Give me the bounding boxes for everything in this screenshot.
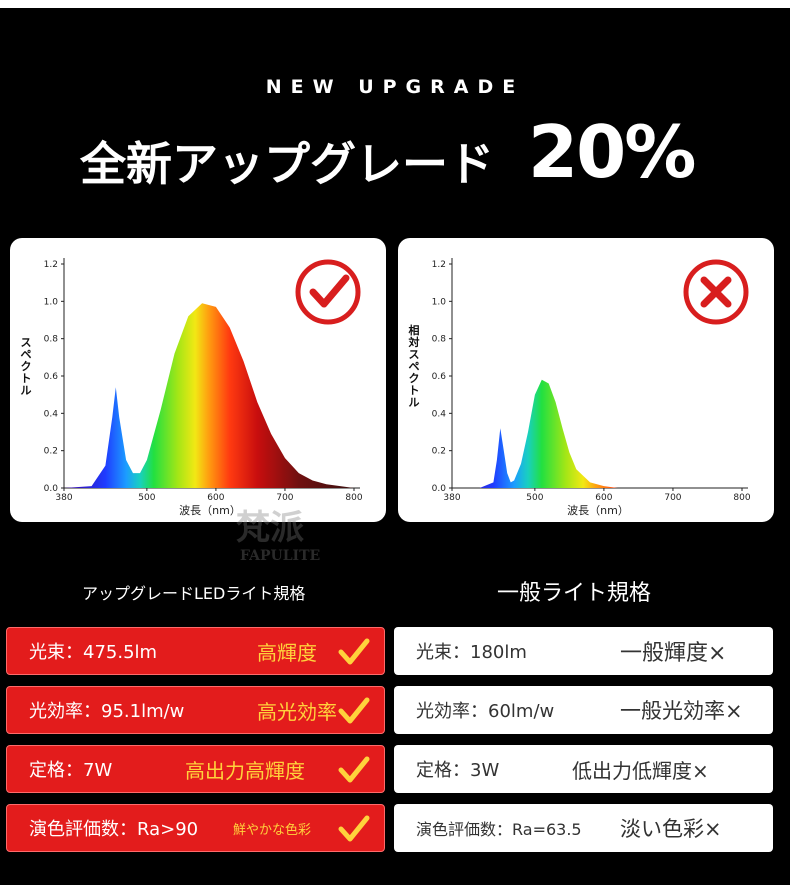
y-tick-label: 0.2 xyxy=(44,447,58,457)
x-axis-label: 波長（nm） xyxy=(179,504,241,517)
standard-spec-text: 光効率：60lm/w xyxy=(416,701,555,722)
y-tick-label: 1.0 xyxy=(432,297,447,307)
upgrade-spectrum-panel: 0.0 0.2 0.4 0.6 0.8 1.0 1.2 380 500 600 700 800 波長（n… xyxy=(10,238,386,522)
y-tick-label: 1.2 xyxy=(432,260,446,270)
x-tick-label: 500 xyxy=(526,493,543,503)
y-tick-label: 0.8 xyxy=(432,335,447,345)
red-check-circle-icon xyxy=(295,259,361,325)
check-icon xyxy=(338,638,370,665)
y-tick-label: 0.2 xyxy=(432,447,446,457)
upgrade-spec-tag: 鮮やかな色彩 xyxy=(233,822,312,838)
upgrade-spec-tag: 高光効率 xyxy=(257,699,337,724)
check-icon xyxy=(338,756,370,783)
upgrade-spec-row: 定格：7W 高出力高輝度 xyxy=(6,745,385,793)
x-axis-label: 波長（nm） xyxy=(567,504,629,517)
red-x-circle-icon xyxy=(683,259,749,325)
y-tick-label: 0.4 xyxy=(432,409,447,419)
y-axis-label-char: ク xyxy=(409,372,420,385)
standard-spec-tag: 一般光効率× xyxy=(620,699,743,723)
y-tick-label: 0.8 xyxy=(44,335,59,345)
standard-spectrum-panel: 0.0 0.2 0.4 0.6 0.8 1.0 1.2 380 500 600 700 800 波長（n… xyxy=(398,238,774,522)
headline-percentage: 20% xyxy=(528,110,696,194)
x-tick-label: 700 xyxy=(664,493,681,503)
y-axis-label-char: ク xyxy=(21,360,32,373)
upgrade-spectrum-chart: 0.0 0.2 0.4 0.6 0.8 1.0 1.2 380 500 600 700 800 波長（n… xyxy=(21,258,363,517)
y-axis-label-char: 相 xyxy=(409,323,420,337)
upgrade-spec-tag: 高出力高輝度 xyxy=(185,758,305,783)
standard-spec-text: 演色評価数：Ra=63.5 xyxy=(416,820,582,839)
x-tick-label: 800 xyxy=(733,493,750,503)
standard-spec-text: 定格：3W xyxy=(416,760,500,781)
upgrade-spec-text: 定格：7W xyxy=(29,760,113,781)
x-tick-label: 380 xyxy=(55,493,72,503)
standard-spec-row: 定格：3W 低出力低輝度× xyxy=(394,745,773,793)
y-tick-label: 0.4 xyxy=(44,409,59,419)
y-axis-label-char: ト xyxy=(409,384,420,397)
upgrade-spec-row: 演色評価数：Ra>90 鮮やかな色彩 xyxy=(6,804,385,852)
upgrade-spec-row: 光効率：95.1lm/w 高光効率 xyxy=(6,686,385,734)
y-axis-label-char: ル xyxy=(21,384,32,397)
y-axis-label-char: 対 xyxy=(408,335,420,349)
y-axis-label-char: ペ xyxy=(409,360,420,373)
check-icon xyxy=(338,815,370,842)
spectrum-area xyxy=(64,303,354,488)
watermark-logo: 梵派 xyxy=(236,508,304,548)
subtitle: NEW UPGRADE xyxy=(265,76,525,98)
x-tick-label: 600 xyxy=(595,493,612,503)
standard-spec-tag: 淡い色彩× xyxy=(620,817,722,841)
y-axis-label-char: ス xyxy=(21,336,32,349)
standard-spec-text: 光束：180lm xyxy=(416,642,527,663)
y-axis-label-char: ス xyxy=(409,348,420,361)
x-tick-label: 700 xyxy=(276,493,293,503)
upgrade-spec-text: 光束：475.5lm xyxy=(29,642,158,663)
y-axis-label-char: ル xyxy=(409,396,420,409)
standard-spec-tag: 低出力低輝度× xyxy=(572,758,709,783)
upgrade-spec-text: 演色評価数：Ra>90 xyxy=(29,819,199,840)
x-tick-label: 380 xyxy=(443,493,460,503)
x-tick-label: 500 xyxy=(138,493,155,503)
x-tick-label: 600 xyxy=(207,493,224,503)
headline: 全新アップグレード xyxy=(80,137,494,191)
standard-spec-row: 光束：180lm 一般輝度× xyxy=(394,627,773,675)
upgrade-spec-text: 光効率：95.1lm/w xyxy=(29,701,185,722)
watermark-logo-en: FAPULITE xyxy=(240,548,321,564)
spectrum-area xyxy=(452,379,742,488)
y-tick-label: 0.6 xyxy=(432,372,447,382)
standard-spec-row: 演色評価数：Ra=63.5 淡い色彩× xyxy=(394,804,773,852)
upgrade-spec-row: 光束：475.5lm 高輝度 xyxy=(6,627,385,675)
y-tick-label: 0.6 xyxy=(44,372,59,382)
x-tick-label: 800 xyxy=(345,493,362,503)
standard-spec-row: 光効率：60lm/w 一般光効率× xyxy=(394,686,773,734)
y-tick-label: 1.2 xyxy=(44,260,58,270)
standard-spec-tag: 一般輝度× xyxy=(620,641,727,666)
y-axis-label-char: ペ xyxy=(21,348,32,361)
y-tick-label: 1.0 xyxy=(44,297,59,307)
standard-column-title: 一般ライト規格 xyxy=(497,581,652,606)
top-border xyxy=(0,0,790,8)
upgrade-spec-tag: 高輝度 xyxy=(257,640,317,665)
y-axis-label-char: ト xyxy=(21,372,32,385)
y-tick-label: 0.0 xyxy=(44,484,59,494)
upgrade-column-title: アップグレードLEDライト規格 xyxy=(82,584,306,603)
check-icon xyxy=(338,697,370,724)
standard-spectrum-chart: 0.0 0.2 0.4 0.6 0.8 1.0 1.2 380 500 600 700 800 波長（n… xyxy=(408,258,751,517)
y-tick-label: 0.0 xyxy=(432,484,447,494)
